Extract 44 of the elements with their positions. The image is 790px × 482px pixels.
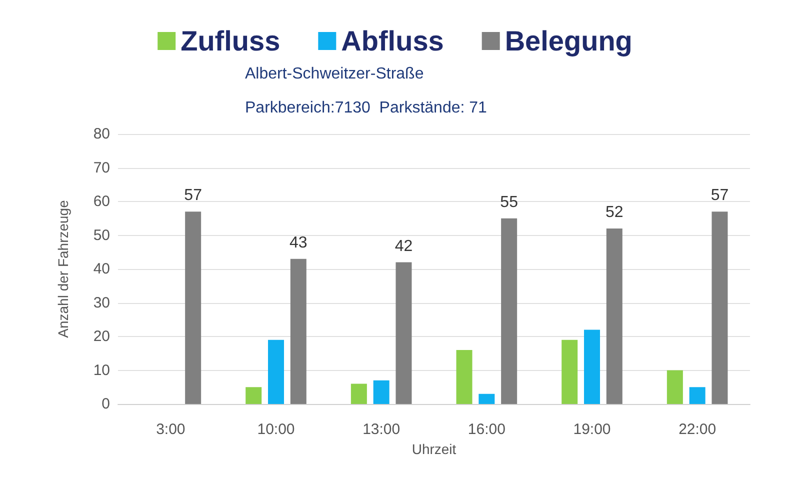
x-tick-label: 22:00 [678,421,716,438]
bar [456,350,472,404]
x-axis-title: Uhrzeit [412,441,456,457]
bar [689,387,706,404]
data-label: 57 [184,187,202,204]
bar [246,387,262,404]
bar [712,212,728,404]
data-label: 43 [290,234,308,252]
bar [584,330,600,404]
y-tick-label: 70 [93,159,110,176]
bar [396,262,412,404]
y-axis-title: Anzahl der Fahrzeuge [55,200,71,338]
bar [478,394,495,404]
bar [606,228,622,404]
legend-label: Abfluss [341,26,444,56]
y-tick-label: 60 [93,193,110,210]
legend-label: Belegung [504,26,632,56]
y-tick-label: 10 [93,362,110,379]
data-label: 57 [710,187,729,204]
x-tick-label: 3:00 [156,421,186,438]
bar [666,370,683,404]
x-tick-label: 19:00 [573,421,611,438]
chart-subtitle: Albert-Schweitzer-Straße [245,66,424,82]
y-tick-label: 20 [93,328,110,345]
x-tick-label: 10:00 [257,421,295,438]
x-tick-label: 13:00 [362,421,400,438]
y-tick-label: 80 [93,126,110,142]
x-tick-label: 16:00 [468,421,506,438]
y-tick-label: 30 [93,294,110,312]
text: Parkbereich:7130 Parkstände: 71 [245,100,488,116]
bar [501,218,518,404]
y-tick-label: 40 [93,260,110,278]
data-label: 55 [500,194,518,211]
bar [350,384,367,404]
y-tick-label: 0 [102,396,110,412]
bar [373,380,390,404]
bar [290,258,306,404]
data-label: 52 [606,204,624,221]
bar [185,212,202,404]
bar [268,340,284,404]
bar [562,340,578,404]
y-tick-label: 50 [93,226,110,244]
data-label: 42 [394,238,413,255]
legend-label: Zufluss [180,26,280,56]
